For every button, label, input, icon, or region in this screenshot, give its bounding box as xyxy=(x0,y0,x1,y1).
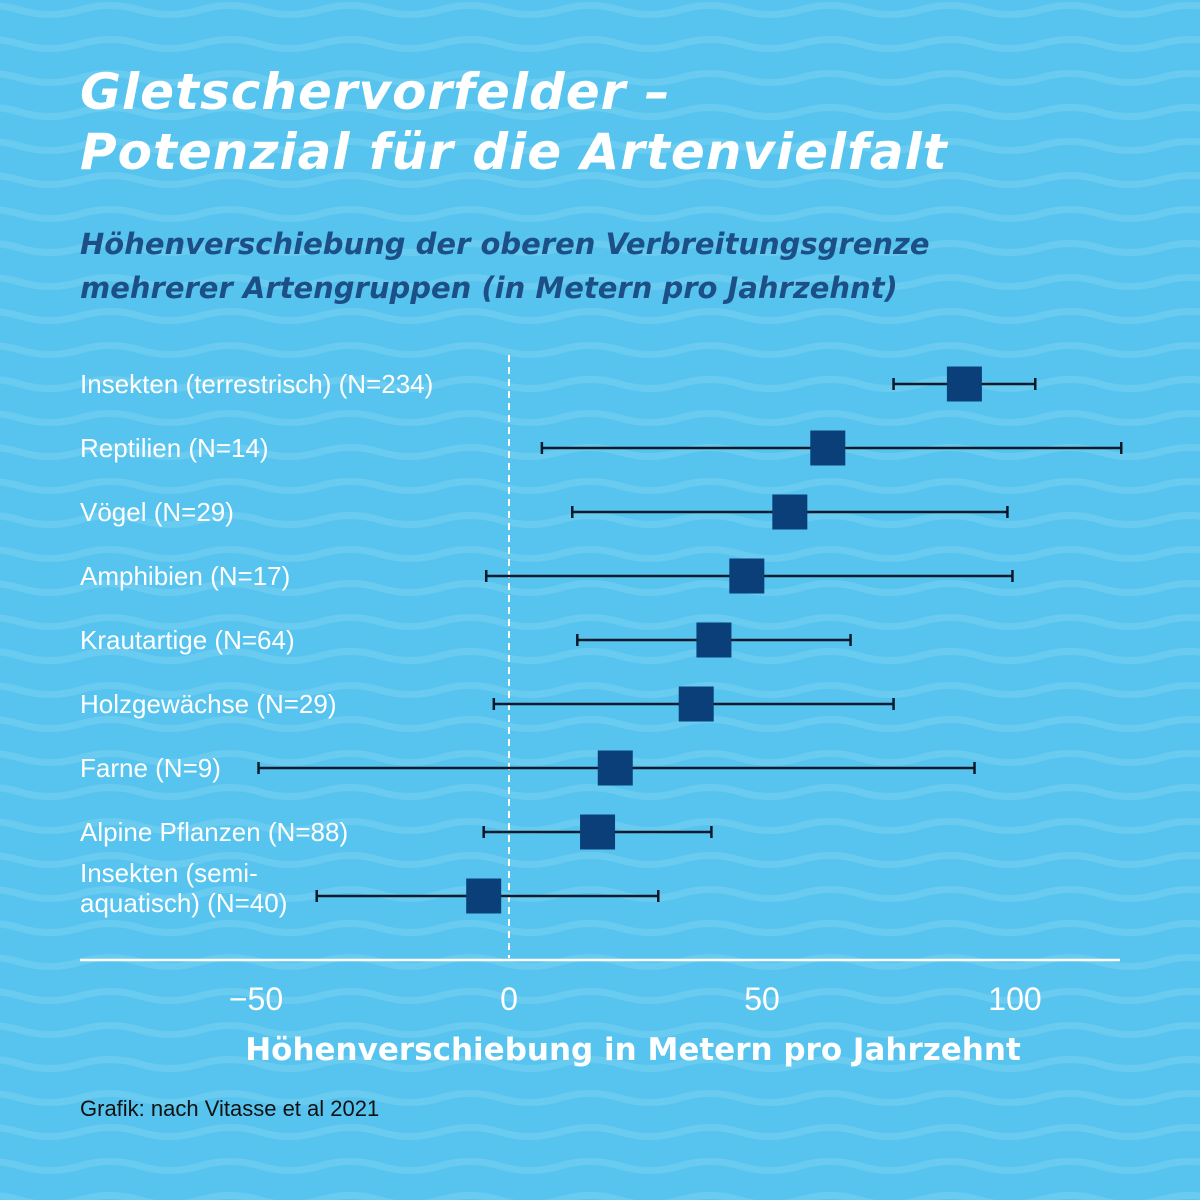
wave-line xyxy=(0,1158,1200,1174)
wave-line xyxy=(0,1124,1200,1140)
x-tick-label: 100 xyxy=(988,981,1041,1017)
category-label-line: Reptilien (N=14) xyxy=(80,433,269,463)
wave-line xyxy=(0,36,1200,52)
estimate-marker xyxy=(678,686,714,722)
wave-line xyxy=(0,1056,1200,1072)
estimate-marker xyxy=(729,558,765,594)
x-axis-label: Höhenverschiebung in Metern pro Jahrzehn… xyxy=(245,1032,1021,1068)
wave-line xyxy=(0,2,1200,18)
category-label-line: Krautartige (N=64) xyxy=(80,625,295,655)
category-label-line: Amphibien (N=17) xyxy=(80,561,290,591)
estimate-marker xyxy=(810,430,846,466)
category-label-line: aquatisch) (N=40) xyxy=(80,888,287,918)
wave-line xyxy=(0,1192,1200,1200)
x-tick-label: 50 xyxy=(744,981,780,1017)
wave-line xyxy=(0,784,1200,800)
wave-line xyxy=(0,104,1200,120)
wave-line xyxy=(0,376,1200,392)
category-label-line: Insekten (semi- xyxy=(80,858,258,888)
category-label: Insekten (terrestrisch) (N=234) xyxy=(80,369,433,399)
wave-line xyxy=(0,580,1200,596)
source-note: Grafik: nach Vitasse et al 2021 xyxy=(80,1096,380,1121)
category-label-line: Holzgewächse (N=29) xyxy=(80,689,337,719)
wave-line xyxy=(0,138,1200,154)
wave-line xyxy=(0,818,1200,834)
wave-line xyxy=(0,920,1200,936)
wave-line xyxy=(0,172,1200,188)
category-label-line: Farne (N=9) xyxy=(80,753,221,783)
wave-line xyxy=(0,954,1200,970)
category-label: Amphibien (N=17) xyxy=(80,561,290,591)
estimate-marker xyxy=(772,494,808,530)
wave-line xyxy=(0,342,1200,358)
chart-subtitle: Höhenverschiebung der oberen Verbreitung… xyxy=(80,222,930,310)
x-tick-label: 0 xyxy=(500,981,518,1017)
wave-line xyxy=(0,206,1200,222)
estimate-marker xyxy=(696,622,732,658)
estimate-marker xyxy=(466,878,502,914)
category-label-line: Vögel (N=29) xyxy=(80,497,234,527)
category-label: Insekten (semi-aquatisch) (N=40) xyxy=(80,858,287,918)
wave-line xyxy=(0,70,1200,86)
category-label: Krautartige (N=64) xyxy=(80,625,295,655)
wave-line xyxy=(0,648,1200,664)
category-label: Alpine Pflanzen (N=88) xyxy=(80,817,348,847)
wave-line xyxy=(0,1090,1200,1106)
wave-line xyxy=(0,988,1200,1004)
wave-line xyxy=(0,716,1200,732)
page-title: Gletschervorfelder – Potenzial für die A… xyxy=(80,62,948,182)
wave-line xyxy=(0,274,1200,290)
wave-line xyxy=(0,852,1200,868)
x-tick-label: −50 xyxy=(229,981,283,1017)
estimate-marker xyxy=(580,814,616,850)
estimate-marker xyxy=(946,366,982,402)
title-line-2: Potenzial für die Artenvielfalt xyxy=(80,123,948,181)
category-label-line: Insekten (terrestrisch) (N=234) xyxy=(80,369,433,399)
wave-line xyxy=(0,682,1200,698)
wave-line xyxy=(0,478,1200,494)
wave-line xyxy=(0,512,1200,528)
title-line-1: Gletschervorfelder – xyxy=(80,63,671,121)
category-label-line: Alpine Pflanzen (N=88) xyxy=(80,817,348,847)
category-label: Farne (N=9) xyxy=(80,753,221,783)
wave-line xyxy=(0,546,1200,562)
wave-line xyxy=(0,1022,1200,1038)
wave-line xyxy=(0,308,1200,324)
wave-line xyxy=(0,614,1200,630)
subtitle-line-2: mehrerer Artengruppen (in Metern pro Jah… xyxy=(80,271,898,305)
category-label: Vögel (N=29) xyxy=(80,497,234,527)
subtitle-line-1: Höhenverschiebung der oberen Verbreitung… xyxy=(80,227,930,261)
wave-line xyxy=(0,240,1200,256)
category-label: Holzgewächse (N=29) xyxy=(80,689,337,719)
wave-line xyxy=(0,410,1200,426)
category-label: Reptilien (N=14) xyxy=(80,433,269,463)
wave-line xyxy=(0,886,1200,902)
estimate-marker xyxy=(597,750,633,786)
